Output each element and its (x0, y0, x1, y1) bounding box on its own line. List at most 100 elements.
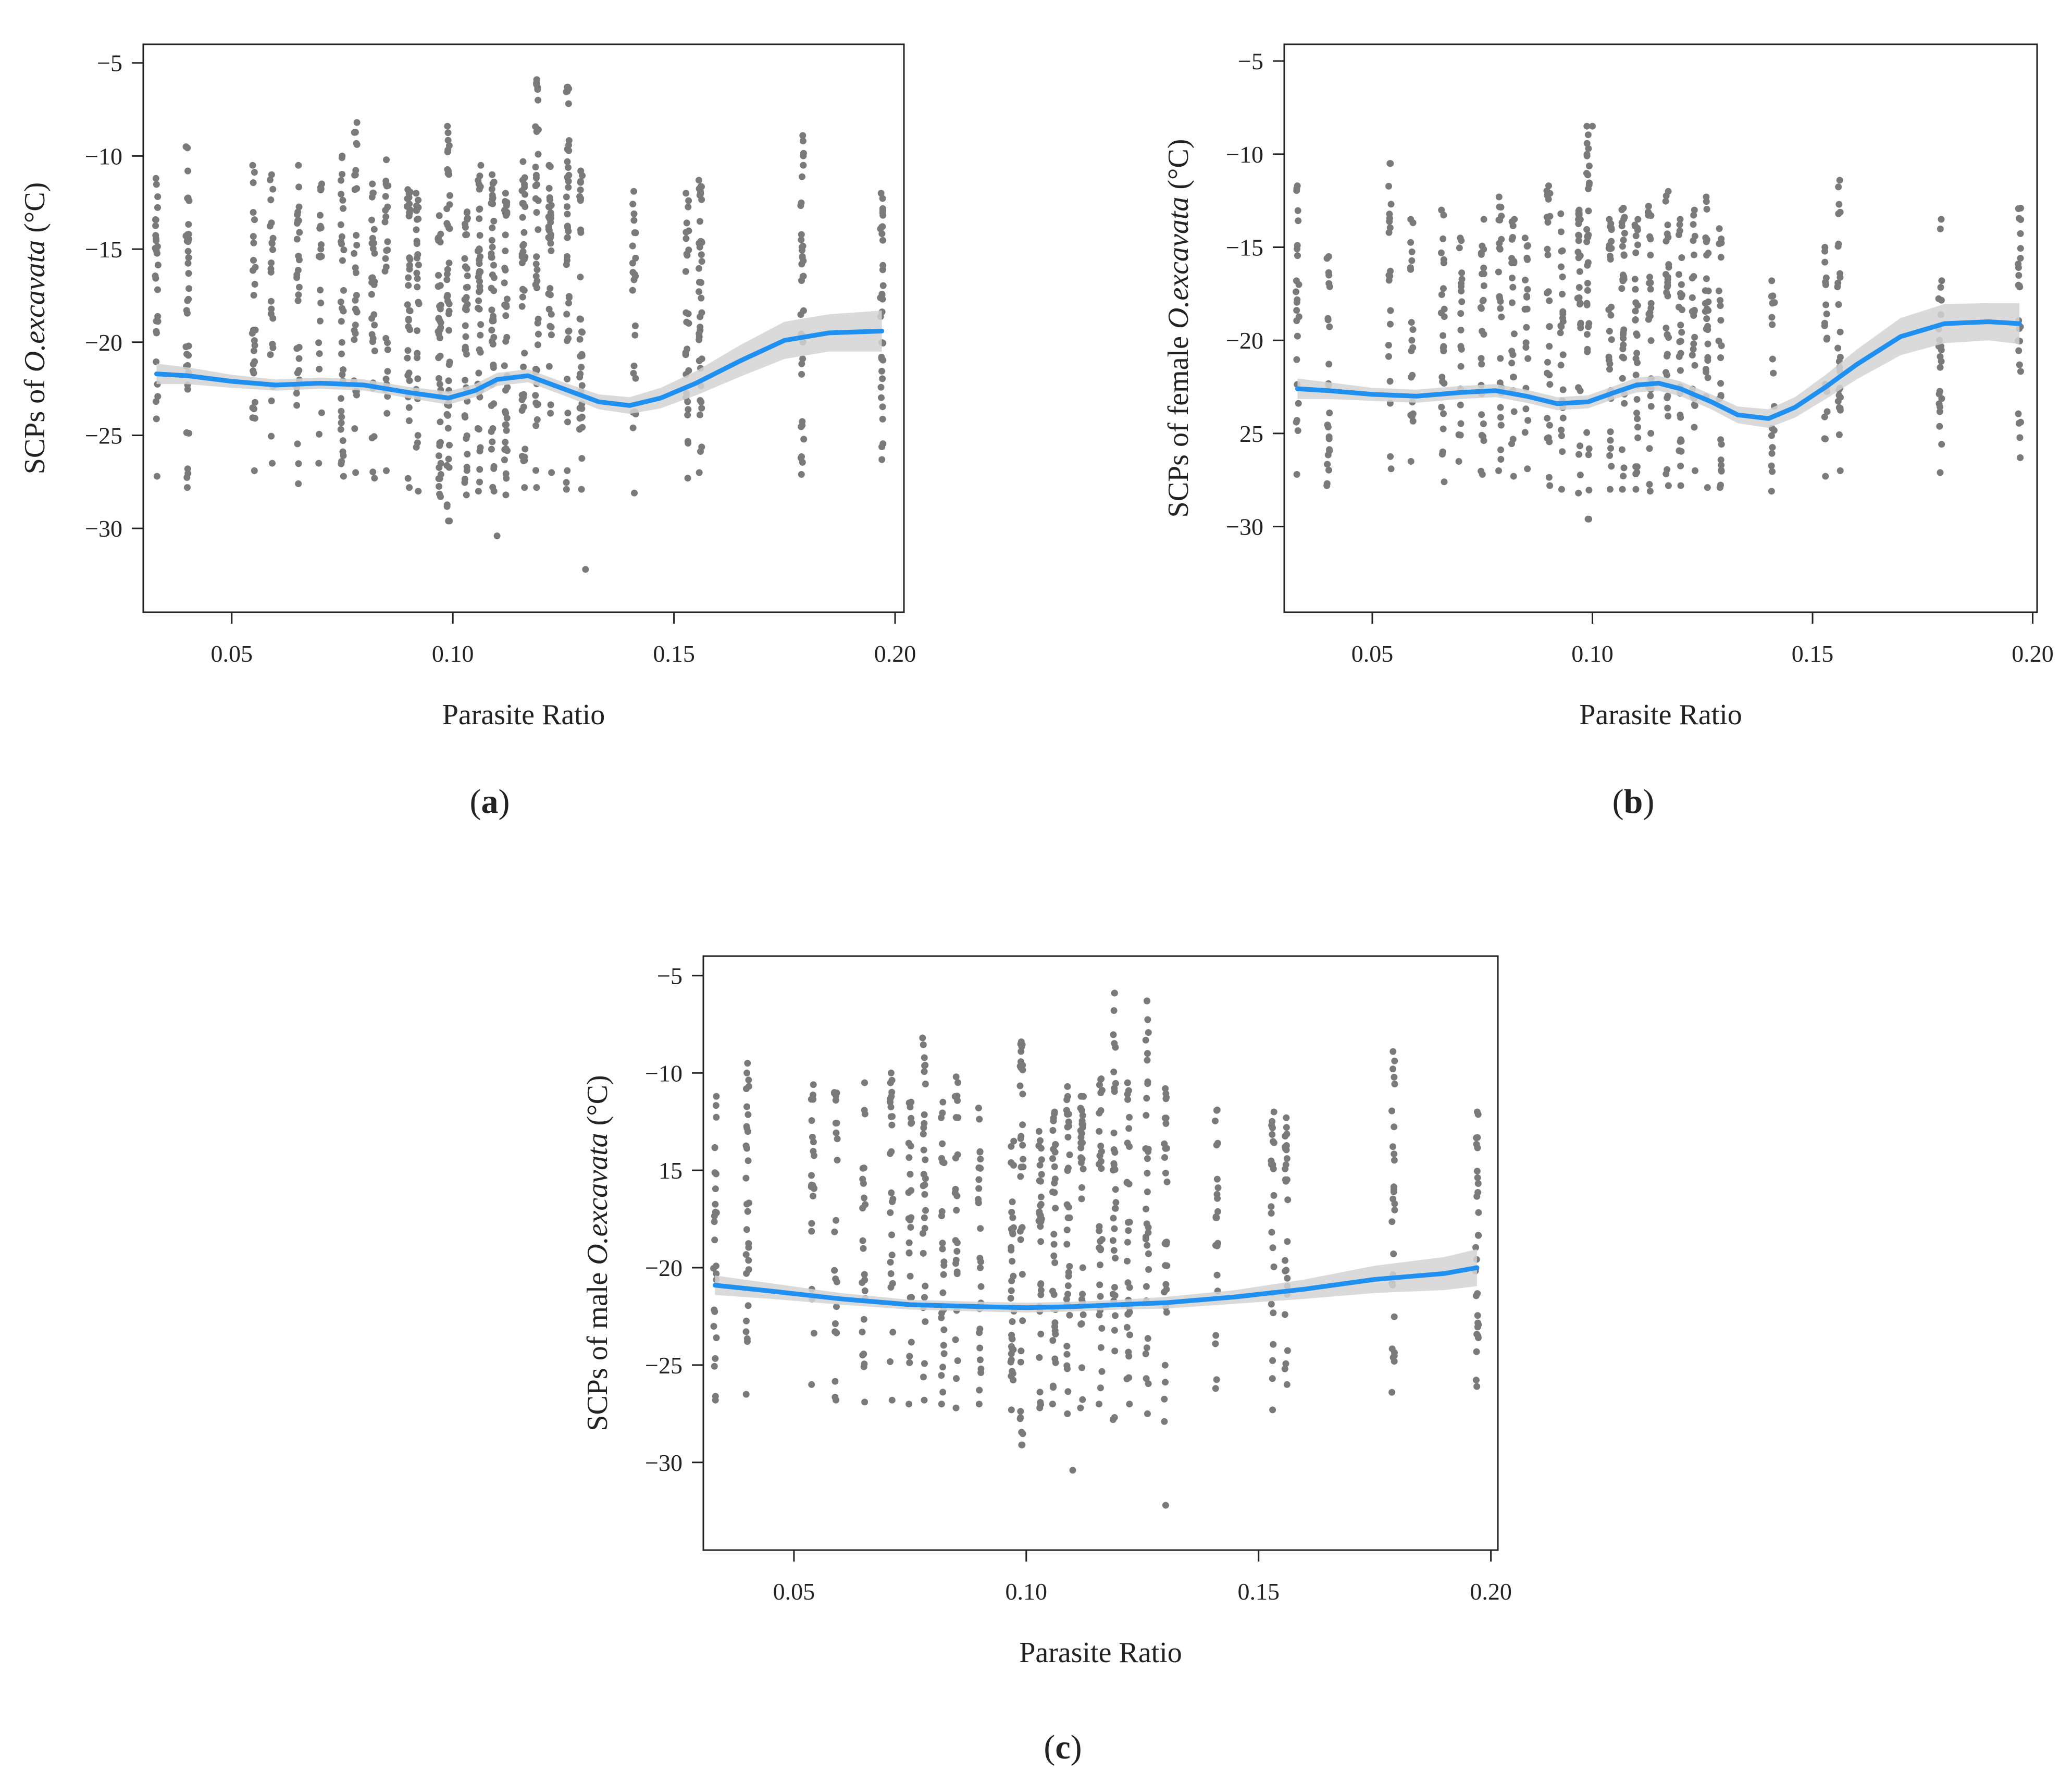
point-b-621 (1768, 314, 1776, 321)
point-c-669 (1214, 1208, 1221, 1215)
point-a-249 (370, 226, 378, 233)
point-a-236 (371, 475, 378, 482)
point-b-677 (1937, 225, 1944, 232)
point-b-54 (1385, 229, 1393, 236)
point-a-625 (521, 350, 528, 357)
point-a-187 (339, 257, 346, 264)
point-a-164 (318, 409, 325, 416)
point-c-386 (1037, 1330, 1045, 1337)
point-a-142 (295, 367, 303, 374)
point-b-67 (1385, 182, 1392, 190)
point-a-857 (696, 177, 702, 184)
point-b-608 (1768, 488, 1775, 495)
point-c-15 (712, 1102, 719, 1109)
point-c-357 (1038, 1156, 1045, 1163)
point-c-83 (834, 1135, 841, 1143)
point-c-722 (1388, 1389, 1396, 1396)
point-c-475 (1079, 1291, 1086, 1298)
point-b-335 (1583, 301, 1591, 308)
point-a-924 (800, 307, 807, 314)
point-b-698 (2017, 454, 2024, 461)
point-a-888 (698, 309, 705, 316)
point-a-453 (463, 435, 470, 442)
y-tick-label-c-4: −25 (645, 1352, 683, 1379)
point-a-624 (520, 287, 528, 294)
point-c-20 (712, 1208, 719, 1216)
point-c-737 (1389, 1143, 1396, 1150)
point-c-567 (1124, 1140, 1131, 1147)
point-b-94 (1440, 410, 1447, 417)
point-b-688 (1938, 358, 1945, 365)
point-c-552 (1112, 1255, 1119, 1262)
point-b-75 (1407, 239, 1415, 246)
point-a-956 (879, 356, 887, 364)
point-c-783 (1111, 989, 1118, 997)
point-b-521 (1678, 306, 1685, 313)
point-b-83 (1407, 266, 1415, 273)
point-c-145 (887, 1150, 894, 1157)
point-c-308 (1009, 1214, 1016, 1221)
point-b-56 (1386, 378, 1394, 385)
point-a-138 (294, 297, 302, 304)
y-axis-title-prefix-a: SCPs of (19, 372, 51, 474)
point-c-488 (1077, 1127, 1084, 1134)
point-b-489 (1664, 394, 1671, 401)
point-c-252 (952, 1114, 960, 1121)
point-a-808 (631, 322, 639, 329)
point-c-687 (1270, 1138, 1276, 1145)
point-a-273 (382, 335, 390, 342)
point-a-550 (488, 250, 495, 257)
point-a-701 (545, 306, 553, 313)
point-c-9 (710, 1265, 717, 1272)
point-b-369 (1606, 328, 1613, 335)
point-b-219 (1522, 344, 1530, 351)
point-c-690 (1270, 1341, 1277, 1348)
point-b-32 (1326, 410, 1333, 416)
x-tick-label-a-3: 0.20 (874, 640, 916, 667)
point-c-411 (1051, 1180, 1058, 1186)
point-a-666 (535, 151, 542, 158)
point-c-424 (1066, 1311, 1073, 1319)
point-c-33 (743, 1069, 751, 1076)
point-c-27 (744, 1060, 751, 1067)
point-b-158 (1495, 467, 1502, 474)
point-b-694 (1938, 395, 1945, 402)
point-b-72 (1408, 248, 1416, 255)
point-b-206 (1508, 299, 1516, 306)
point-a-522 (475, 369, 482, 377)
point-b-428 (1634, 434, 1642, 441)
point-a-395 (436, 464, 443, 471)
point-b-82 (1408, 319, 1415, 326)
point-c-5 (713, 1334, 720, 1341)
point-c-604 (1144, 1078, 1151, 1085)
point-b-577 (1703, 206, 1710, 213)
point-a-2 (154, 262, 162, 269)
point-b-524 (1678, 281, 1685, 288)
point-b-581 (1703, 325, 1710, 332)
point-c-93 (832, 1275, 839, 1282)
point-b-695 (1937, 284, 1944, 291)
point-b-257 (1557, 210, 1565, 217)
y-tick-label-c-0: −5 (657, 962, 683, 989)
point-c-524 (1111, 1284, 1118, 1291)
point-a-799 (577, 353, 584, 360)
point-c-224 (939, 1245, 946, 1253)
point-a-334 (415, 262, 422, 268)
point-a-59 (183, 474, 191, 481)
point-c-296 (1008, 1287, 1015, 1294)
point-b-326 (1585, 451, 1592, 459)
point-a-426 (444, 129, 452, 137)
point-c-744 (1391, 1352, 1398, 1359)
point-c-152 (908, 1339, 915, 1346)
scatter-points-a (152, 76, 887, 573)
point-c-421 (1049, 1155, 1056, 1162)
panel-label-letter-a: a (481, 783, 499, 821)
point-b-409 (1632, 286, 1639, 293)
point-b-195 (1509, 283, 1517, 291)
point-a-200 (340, 366, 347, 373)
point-b-324 (1583, 331, 1591, 338)
point-c-686 (1269, 1375, 1276, 1382)
point-b-616 (1770, 369, 1777, 377)
point-a-325 (406, 377, 413, 384)
point-c-76 (810, 1330, 817, 1337)
